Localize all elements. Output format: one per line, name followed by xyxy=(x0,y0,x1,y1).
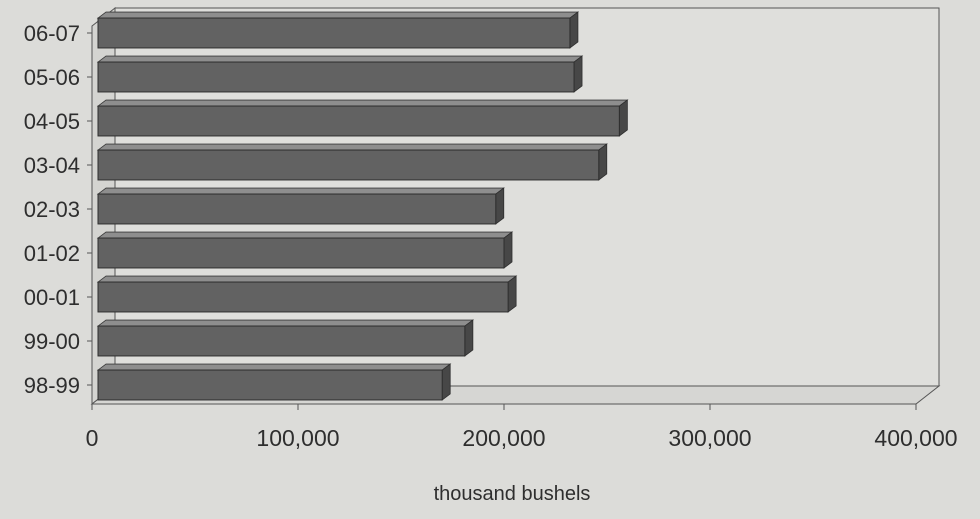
bar xyxy=(96,11,580,49)
x-tick-label: 400,000 xyxy=(874,425,957,451)
bar-end-face xyxy=(618,99,628,137)
category-label: 00-01 xyxy=(24,285,80,310)
bar-top-face xyxy=(96,231,514,239)
bar-end-face xyxy=(495,187,505,225)
bar-front-face xyxy=(97,237,505,269)
bar xyxy=(96,143,608,181)
bar-front-face xyxy=(97,17,571,49)
bars xyxy=(96,11,629,401)
labels: 0 100,000 200,000 300,000 400,000 06-07 05-06 0… xyxy=(24,21,958,451)
x-tick-label: 200,000 xyxy=(462,425,545,451)
x-axis-title: thousand bushels xyxy=(434,483,591,505)
x-tick-label: 100,000 xyxy=(256,425,339,451)
bar-front-face xyxy=(97,105,620,137)
bar-top-face xyxy=(96,363,452,371)
category-label: 04-05 xyxy=(24,109,80,134)
bar-top-face xyxy=(96,99,629,107)
bar-top-face xyxy=(96,275,518,283)
category-label: 01-02 xyxy=(24,241,80,266)
bar xyxy=(96,187,505,225)
category-label: 03-04 xyxy=(24,153,80,178)
bar-front-face xyxy=(97,149,600,181)
bar-end-face xyxy=(569,11,579,49)
bar-front-face xyxy=(97,369,443,401)
bar xyxy=(96,99,629,137)
bar-end-face xyxy=(573,55,583,93)
bar xyxy=(96,231,514,269)
bar-end-face xyxy=(441,363,451,401)
bar-front-face xyxy=(97,61,575,93)
x-tick-label: 0 xyxy=(86,425,99,451)
x-tick-label: 300,000 xyxy=(668,425,751,451)
bar-top-face xyxy=(96,143,608,151)
category-label: 99-00 xyxy=(24,329,80,354)
bar-front-face xyxy=(97,325,466,357)
bar-top-face xyxy=(96,319,475,327)
bar-front-face xyxy=(97,281,509,313)
category-label: 02-03 xyxy=(24,197,80,222)
category-label: 06-07 xyxy=(24,21,80,46)
category-label: 05-06 xyxy=(24,65,80,90)
bar-top-face xyxy=(96,187,505,195)
bar-end-face xyxy=(507,275,517,313)
bar-end-face xyxy=(598,143,608,181)
bar xyxy=(96,275,518,313)
bar xyxy=(96,363,452,401)
bar-end-face xyxy=(503,231,513,269)
axes xyxy=(87,32,917,410)
bar xyxy=(96,55,584,93)
bar-top-face xyxy=(96,11,580,19)
bar-top-face xyxy=(96,55,584,63)
bar-front-face xyxy=(97,193,497,225)
bar xyxy=(96,319,475,357)
bar-end-face xyxy=(464,319,474,357)
category-label: 98-99 xyxy=(24,373,80,398)
